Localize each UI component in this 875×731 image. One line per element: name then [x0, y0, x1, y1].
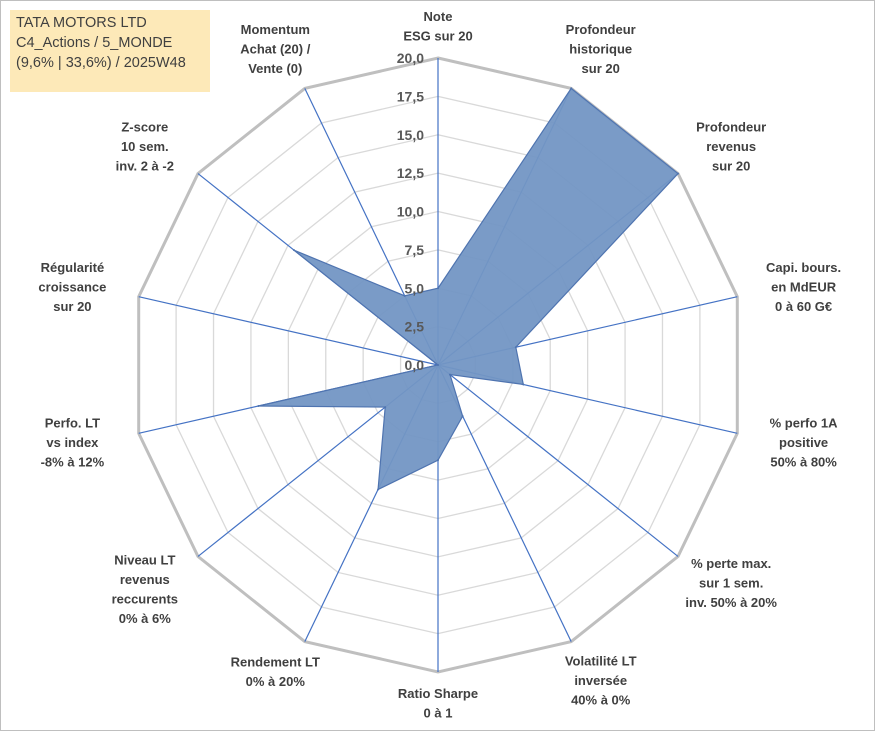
axis-label-line: Profondeur — [566, 22, 636, 37]
data-point — [437, 364, 439, 366]
axis-label-line: 0% à 20% — [246, 674, 306, 689]
axis-label: Régularité croissance sur 20 — [38, 260, 106, 314]
data-point — [292, 249, 295, 252]
axis-label: % perfo 1A positive 50% à 80% — [770, 416, 839, 470]
axis-spoke — [437, 364, 679, 557]
axis-label-line: sur 1 sem. — [699, 576, 763, 591]
axis-label-line: 10 sem. — [121, 139, 169, 154]
chart-title-box: TATA MOTORS LTD C4_Actions / 5_MONDE (9,… — [10, 10, 210, 92]
axis-label-line: ESG sur 20 — [403, 29, 472, 44]
axis-label: Ratio Sharpe 0 à 1 — [398, 686, 478, 721]
axis-label-line: Achat (20) / — [240, 42, 310, 57]
tick-label: 12,5 — [397, 165, 424, 181]
axis-label: Niveau LT revenus reccurents 0% à 6% — [112, 552, 178, 626]
tick-label: 17,5 — [397, 88, 424, 104]
tick-label: 10,0 — [397, 204, 424, 220]
data-point — [461, 415, 464, 418]
tick-label: 15,0 — [397, 127, 424, 143]
axis-label-line: sur 20 — [712, 158, 750, 173]
axis-label-line: historique — [569, 42, 632, 57]
data-point — [437, 287, 439, 290]
axis-label-line: Niveau LT — [114, 552, 175, 567]
axis-label: Perfo. LT vs index -8% à 12% — [41, 416, 105, 470]
axis-label-line: vs index — [46, 435, 99, 450]
data-point — [449, 373, 452, 376]
axis-label-line: Ratio Sharpe — [398, 686, 478, 701]
axis-label-line: 0% à 6% — [119, 611, 171, 626]
data-point — [437, 459, 439, 462]
tick-label: 7,5 — [405, 242, 425, 258]
data-point — [403, 294, 406, 297]
data-point — [570, 87, 573, 90]
axis-label: Z-score 10 sem. inv. 2 à -2 — [116, 119, 174, 173]
axis-label-line: 50% à 80% — [770, 455, 837, 470]
axis-label-line: 40% à 0% — [571, 692, 631, 707]
axis-label: Volatilité LT inversée 40% à 0% — [565, 653, 637, 707]
axis-label-line: 0 à 1 — [424, 706, 453, 721]
axis-label-line: reccurents — [112, 591, 178, 606]
axis-label-line: en MdEUR — [771, 279, 837, 294]
axis-label-line: sur 20 — [53, 299, 91, 314]
period-line: (9,6% | 33,6%) / 2025W48 — [16, 55, 186, 71]
axis-label: % perte max. sur 1 sem. inv. 50% à 20% — [685, 556, 777, 610]
data-point — [522, 383, 525, 386]
axis-label-line: inv. 50% à 20% — [685, 595, 777, 610]
tick-label: 2,5 — [405, 319, 425, 335]
axis-label-line: revenus — [706, 139, 756, 154]
data-point — [377, 488, 380, 491]
data-point — [677, 172, 680, 175]
axis-label-line: Momentum — [241, 22, 310, 37]
axis-label-line: % perfo 1A — [770, 416, 839, 431]
axis-label-line: sur 20 — [582, 61, 620, 76]
axis-label-line: inversée — [574, 673, 627, 688]
axis-spoke — [138, 296, 439, 366]
axis-label-line: Profondeur — [696, 119, 766, 134]
axis-label-line: 0 à 60 G€ — [775, 299, 832, 314]
data-point — [384, 406, 387, 409]
axis-label-line: Volatilité LT — [565, 653, 637, 668]
axis-label-line: Note — [424, 9, 453, 24]
axis-label-line: Vente (0) — [248, 61, 302, 76]
tick-label: 5,0 — [405, 280, 425, 296]
axis-label-line: Rendement LT — [231, 654, 320, 669]
axis-label-line: -8% à 12% — [41, 455, 105, 470]
axis-label-line: revenus — [120, 572, 170, 587]
axis-label: Profondeur revenus sur 20 — [696, 119, 766, 173]
axis-label-line: % perte max. — [691, 556, 771, 571]
axis-label-line: croissance — [38, 279, 106, 294]
axis-label: Note ESG sur 20 — [403, 9, 472, 44]
tick-label: 0,0 — [405, 357, 425, 373]
axis-label: Rendement LT 0% à 20% — [231, 654, 320, 689]
tick-label: 20,0 — [397, 50, 424, 66]
axis-label-line: positive — [779, 435, 828, 450]
axis-label: Profondeur historique sur 20 — [566, 22, 636, 76]
category-line: C4_Actions / 5_MONDE — [16, 35, 173, 51]
company-name: TATA MOTORS LTD — [16, 15, 147, 31]
axis-label-line: Régularité — [41, 260, 105, 275]
axis-label: Capi. bours. en MdEUR 0 à 60 G€ — [766, 260, 841, 314]
axis-label-line: inv. 2 à -2 — [116, 158, 174, 173]
axis-label-line: Capi. bours. — [766, 260, 841, 275]
axis-label-line: Z-score — [121, 119, 168, 134]
data-point — [514, 346, 517, 349]
data-point — [257, 404, 260, 407]
axis-label-line: Perfo. LT — [45, 416, 100, 431]
axis-label: Momentum Achat (20) / Vente (0) — [240, 22, 310, 76]
